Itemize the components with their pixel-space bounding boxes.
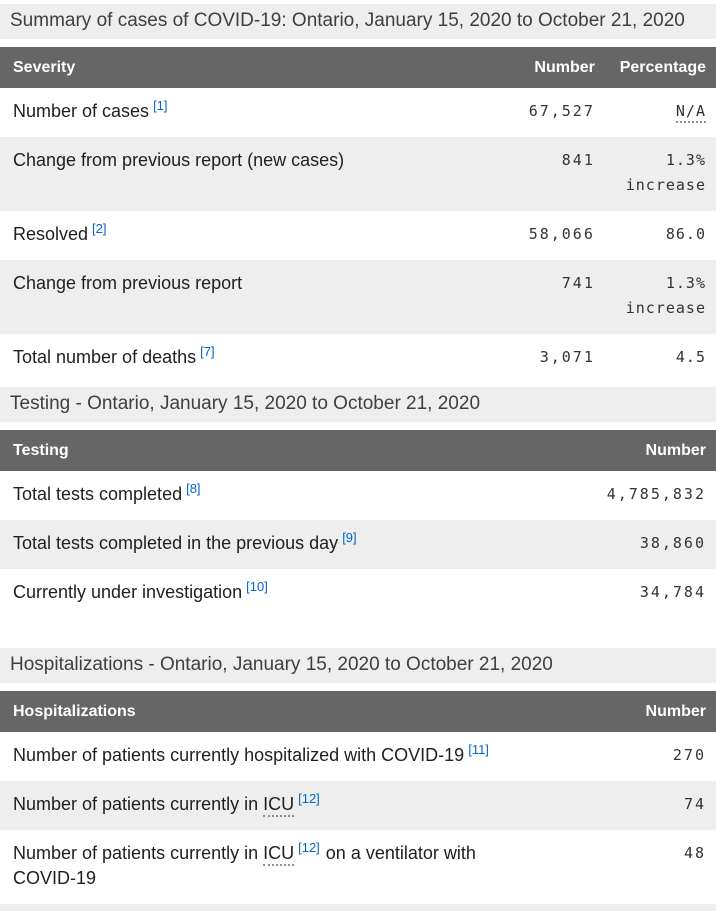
column-header-number: Number xyxy=(551,430,716,471)
number-value: 38,860 xyxy=(639,534,706,552)
hospitalizations-section-title: Hospitalizations - Ontario, January 15, … xyxy=(0,648,716,683)
testing-header-row: Testing Number xyxy=(0,430,716,471)
percentage-line-2: increase xyxy=(625,176,706,194)
next-row-partial-strip xyxy=(0,904,716,911)
testing-section-title: Testing - Ontario, January 15, 2020 to O… xyxy=(0,387,716,422)
section-summary: Summary of cases of COVID-19: Ontario, J… xyxy=(0,4,716,383)
column-header-hospitalizations: Hospitalizations xyxy=(0,691,552,732)
section-testing: Testing - Ontario, January 15, 2020 to O… xyxy=(0,387,716,618)
column-header-percentage: Percentage xyxy=(604,47,716,88)
number-value: 741 xyxy=(561,274,595,292)
row-label: Total tests completed in the previous da… xyxy=(13,533,339,553)
table-row-hospitalized: Number of patients currently hospitalize… xyxy=(0,732,716,781)
number-value: 48 xyxy=(683,844,706,862)
severity-label: Total number of deaths [7] xyxy=(0,334,461,383)
footnote-sup: [11] xyxy=(468,742,489,757)
footnote-link-7[interactable]: [7] xyxy=(200,344,215,359)
severity-label: Change from previous report xyxy=(0,260,461,334)
footnote-sup: [12] xyxy=(298,791,320,806)
summary-table: Severity Number Percentage Number of cas… xyxy=(0,47,716,383)
footnote-sup: [10] xyxy=(246,579,268,594)
row-label: Number of patients currently in xyxy=(13,794,259,814)
footnote-sup: [2] xyxy=(92,221,106,236)
summary-header-row: Severity Number Percentage xyxy=(0,47,716,88)
table-row-resolved: Resolved [2] 58,066 86.0 xyxy=(0,211,716,260)
table-row-total-tests: Total tests completed [8] 4,785,832 xyxy=(0,471,716,520)
percentage-value: 1.3% increase xyxy=(605,260,716,334)
column-header-severity: Severity xyxy=(0,47,461,88)
column-header-number: Number xyxy=(551,691,716,732)
row-label: Number of patients currently hospitalize… xyxy=(13,745,465,765)
hospitalizations-label: Number of patients currently in ICU [12] xyxy=(0,781,551,830)
number-value: 841 xyxy=(561,151,595,169)
hospitalizations-header-row: Hospitalizations Number xyxy=(0,691,716,732)
number-value: 4,785,832 xyxy=(606,485,706,503)
footnote-link-12[interactable]: [12] xyxy=(298,840,320,855)
table-row-total-deaths: Total number of deaths [7] 3,071 4.5 xyxy=(0,334,716,383)
percentage-line-1: 1.3% xyxy=(665,274,706,292)
section-hospitalizations: Hospitalizations - Ontario, January 15, … xyxy=(0,648,716,904)
summary-section-title: Summary of cases of COVID-19: Ontario, J… xyxy=(0,4,716,39)
testing-label: Total tests completed [8] xyxy=(0,471,551,520)
footnote-link-1[interactable]: [1] xyxy=(153,98,168,113)
table-row-change-previous-report: Change from previous report 741 1.3% incr… xyxy=(0,260,716,334)
percentage-line-1: 1.3% xyxy=(665,151,706,169)
percentage-value: 86.0 xyxy=(665,225,706,243)
number-value: 34,784 xyxy=(639,583,706,601)
row-label: Total tests completed xyxy=(13,484,183,504)
row-label: Number of cases xyxy=(13,101,150,121)
hospitalizations-table: Hospitalizations Number Number of patien… xyxy=(0,691,716,904)
row-label: Change from previous report (new cases) xyxy=(13,150,345,170)
icu-abbreviation: ICU xyxy=(263,843,295,866)
column-header-testing: Testing xyxy=(0,430,552,471)
table-row-number-of-cases: Number of cases [1] 67,527 N/A xyxy=(0,88,716,137)
percentage-value: 1.3% increase xyxy=(605,137,716,211)
number-value: 74 xyxy=(683,795,706,813)
hospitalizations-label: Number of patients currently in ICU [12] on… xyxy=(0,830,551,904)
row-label: Resolved xyxy=(13,224,89,244)
row-label: Number of patients currently in xyxy=(13,843,259,863)
footnote-link-12[interactable]: [12] xyxy=(298,791,320,806)
footnote-link-8[interactable]: [8] xyxy=(186,481,201,496)
percentage-line-2: increase xyxy=(625,299,706,317)
table-row-change-new-cases: Change from previous report (new cases) … xyxy=(0,137,716,211)
footnote-link-2[interactable]: [2] xyxy=(92,221,107,236)
number-value: 3,071 xyxy=(539,348,595,366)
footnote-link-10[interactable]: [10] xyxy=(246,579,268,594)
row-label: Change from previous report xyxy=(13,273,243,293)
table-row-icu-ventilator: Number of patients currently in ICU [12] on… xyxy=(0,830,716,904)
icu-abbreviation: ICU xyxy=(263,794,295,817)
testing-table: Testing Number Total tests completed [8] … xyxy=(0,430,716,618)
table-row-icu: Number of patients currently in ICU [12] 7… xyxy=(0,781,716,830)
row-label: Total number of deaths xyxy=(13,347,197,367)
table-row-tests-previous-day: Total tests completed in the previous da… xyxy=(0,520,716,569)
severity-label: Change from previous report (new cases) xyxy=(0,137,461,211)
na-abbreviation: N/A xyxy=(675,102,706,123)
number-value: 270 xyxy=(672,746,706,764)
column-header-number: Number xyxy=(460,47,605,88)
testing-label: Currently under investigation [10] xyxy=(0,569,551,618)
footnote-sup: [7] xyxy=(200,344,214,359)
footnote-sup: [1] xyxy=(153,98,167,113)
footnote-sup: [12] xyxy=(298,840,320,855)
severity-label: Resolved [2] xyxy=(0,211,461,260)
footnote-sup: [9] xyxy=(342,530,356,545)
footnote-link-11[interactable]: [11] xyxy=(468,742,489,757)
row-label: Currently under investigation xyxy=(13,582,243,602)
footnote-sup: [8] xyxy=(186,481,200,496)
row-label-suffix: on a ventilator with COVID-19 xyxy=(13,843,476,888)
footnote-link-9[interactable]: [9] xyxy=(342,530,357,545)
hospitalizations-label: Number of patients currently hospitalize… xyxy=(0,732,551,781)
testing-label: Total tests completed in the previous da… xyxy=(0,520,551,569)
percentage-value: N/A xyxy=(605,88,716,137)
number-value: 67,527 xyxy=(528,102,595,120)
severity-label: Number of cases [1] xyxy=(0,88,461,137)
number-value: 58,066 xyxy=(528,225,595,243)
table-row-under-investigation: Currently under investigation [10] 34,784 xyxy=(0,569,716,618)
percentage-value: 4.5 xyxy=(675,348,706,366)
